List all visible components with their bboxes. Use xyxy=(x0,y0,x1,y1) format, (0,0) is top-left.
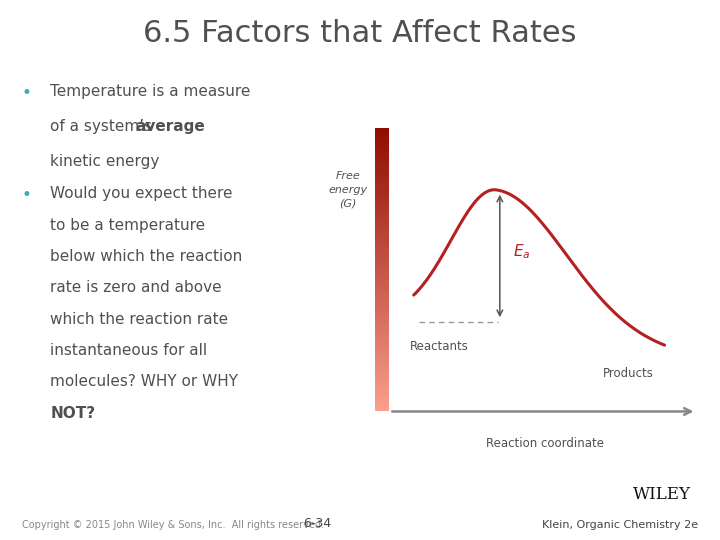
Text: Free
energy
(G): Free energy (G) xyxy=(328,171,368,209)
Text: which the reaction rate: which the reaction rate xyxy=(50,312,228,327)
Text: of a system’s: of a system’s xyxy=(50,119,158,134)
Text: Would you expect there: Would you expect there xyxy=(50,186,233,201)
Text: $\mathbf{\it{E_a}}$: $\mathbf{\it{E_a}}$ xyxy=(513,242,531,261)
Text: •: • xyxy=(22,186,32,204)
Text: WILEY: WILEY xyxy=(633,487,691,503)
Text: Reactants: Reactants xyxy=(410,340,469,353)
Text: instantaneous for all: instantaneous for all xyxy=(50,343,207,358)
Text: NOT?: NOT? xyxy=(50,406,96,421)
Text: Products: Products xyxy=(603,367,653,380)
Text: kinetic energy: kinetic energy xyxy=(50,154,160,169)
Text: average: average xyxy=(135,119,205,134)
Text: Klein, Organic Chemistry 2e: Klein, Organic Chemistry 2e xyxy=(542,520,698,530)
Text: Copyright © 2015 John Wiley & Sons, Inc.  All rights reserved.: Copyright © 2015 John Wiley & Sons, Inc.… xyxy=(22,520,323,530)
Text: rate is zero and above: rate is zero and above xyxy=(50,280,222,295)
Text: Reaction coordinate: Reaction coordinate xyxy=(486,437,604,450)
Text: 6.5 Factors that Affect Rates: 6.5 Factors that Affect Rates xyxy=(143,19,577,48)
Text: below which the reaction: below which the reaction xyxy=(50,249,243,264)
Text: •: • xyxy=(22,84,32,102)
Text: molecules? WHY or WHY: molecules? WHY or WHY xyxy=(50,374,238,389)
Text: to be a temperature: to be a temperature xyxy=(50,218,205,233)
Text: Temperature is a measure: Temperature is a measure xyxy=(50,84,251,99)
Text: 6-34: 6-34 xyxy=(302,517,331,530)
